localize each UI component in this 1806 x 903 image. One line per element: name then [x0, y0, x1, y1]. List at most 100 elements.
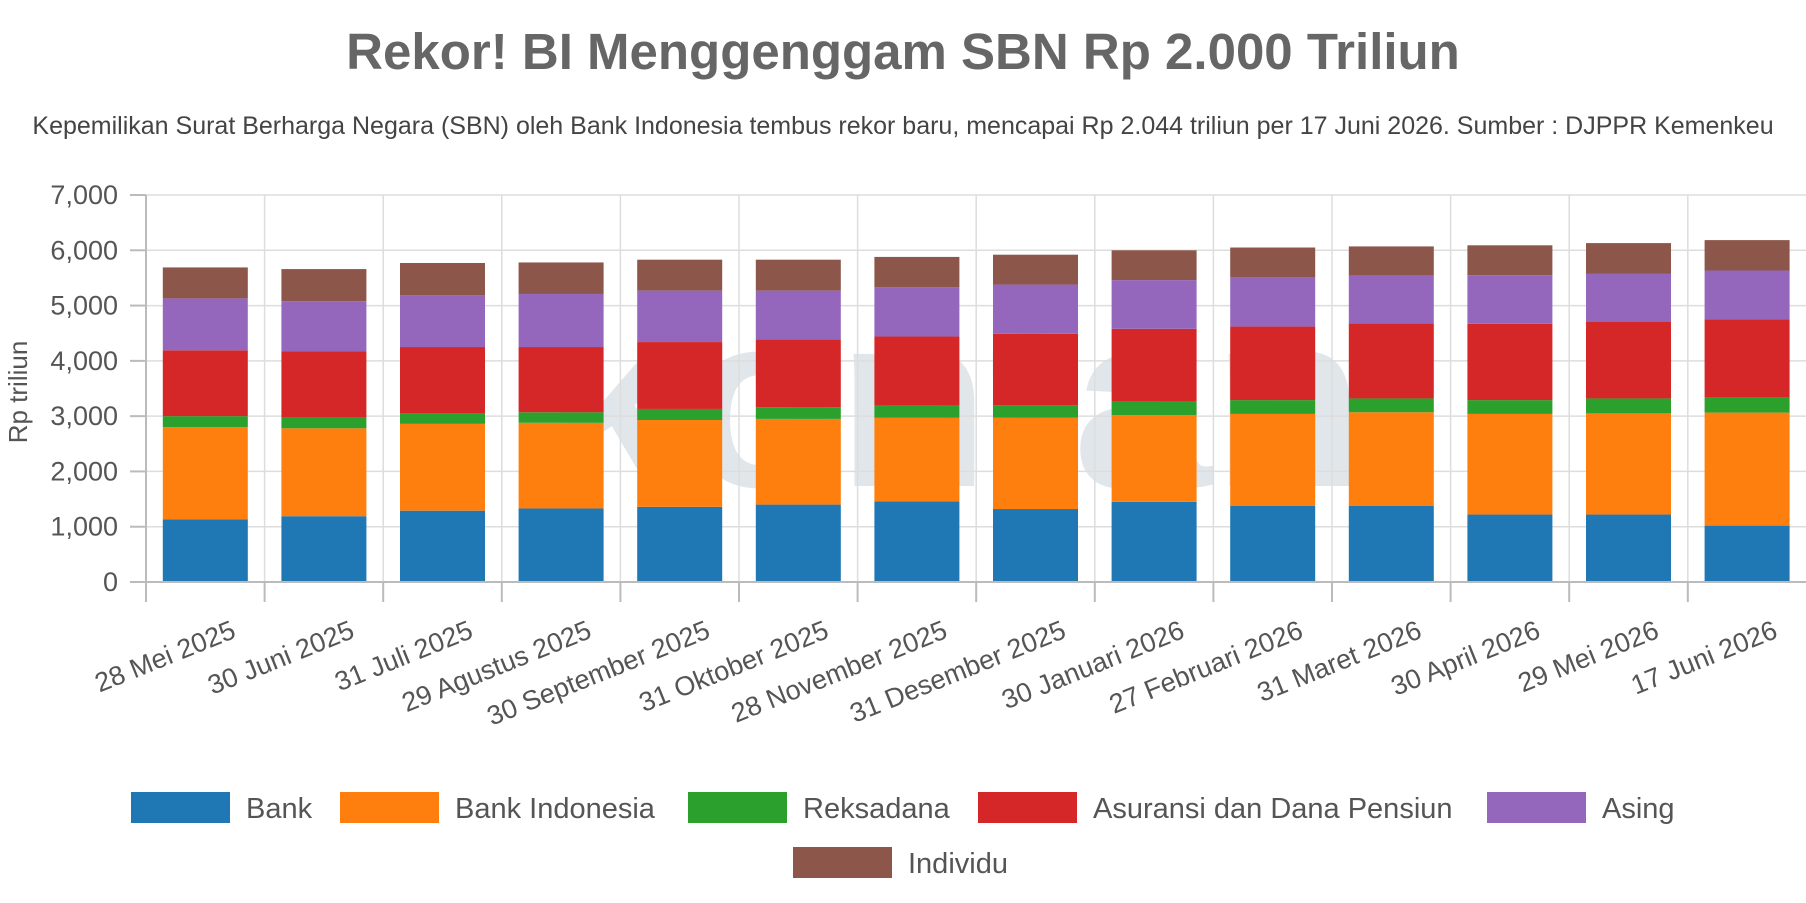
bar-segment-bank[interactable]	[400, 510, 485, 582]
bar-segment-reksadana[interactable]	[637, 408, 723, 421]
bar-segment-asing[interactable]	[755, 290, 841, 340]
bar-segment-asing[interactable]	[1704, 270, 1790, 320]
bar-segment-reksadana[interactable]	[1704, 397, 1790, 413]
bar-segment-bank-indonesia[interactable]	[993, 417, 1078, 510]
legend-label: Asuransi dan Dana Pensiun	[1093, 793, 1453, 825]
bar-segment-asuransi-dan-dana-pensiun[interactable]	[1348, 323, 1434, 399]
bar-segment-individu[interactable]	[1586, 243, 1671, 274]
bar-segment-bank[interactable]	[1704, 525, 1790, 582]
bar-segment-asuransi-dan-dana-pensiun[interactable]	[874, 336, 960, 406]
bar-segment-asing[interactable]	[993, 284, 1078, 334]
bar-segment-asing[interactable]	[1230, 277, 1316, 327]
bar-segment-asing[interactable]	[1586, 273, 1671, 322]
y-tick-label: 5,000	[50, 291, 118, 321]
bar-segment-asing[interactable]	[400, 295, 485, 348]
bar-segment-bank[interactable]	[1467, 514, 1553, 582]
bar-segment-asuransi-dan-dana-pensiun[interactable]	[755, 339, 841, 408]
legend-item-asing[interactable]: Asing	[1487, 792, 1675, 825]
bar-segment-individu[interactable]	[1111, 250, 1197, 281]
bar-segment-reksadana[interactable]	[874, 405, 960, 418]
bar-segment-bank-indonesia[interactable]	[1111, 415, 1197, 502]
bar-segment-reksadana[interactable]	[1586, 398, 1671, 414]
bar-segment-bank-indonesia[interactable]	[518, 422, 604, 509]
bar-segment-asuransi-dan-dana-pensiun[interactable]	[1467, 323, 1553, 401]
legend-swatch	[340, 792, 439, 823]
bar-segment-bank-indonesia[interactable]	[1586, 413, 1671, 515]
bar-segment-asuransi-dan-dana-pensiun[interactable]	[1230, 326, 1316, 401]
bar-segment-reksadana[interactable]	[162, 416, 248, 428]
bar-segment-bank-indonesia[interactable]	[755, 418, 841, 505]
legend-item-individu[interactable]: Individu	[793, 847, 1008, 880]
bar-segment-asuransi-dan-dana-pensiun[interactable]	[1111, 328, 1197, 402]
bar-segment-asuransi-dan-dana-pensiun[interactable]	[400, 347, 485, 414]
bar-segment-asuransi-dan-dana-pensiun[interactable]	[637, 342, 723, 409]
bar-segment-reksadana[interactable]	[400, 413, 485, 424]
bar-segment-bank-indonesia[interactable]	[1348, 412, 1434, 506]
bar-segment-asing[interactable]	[1467, 275, 1553, 324]
bar-segment-asing[interactable]	[281, 301, 367, 352]
bar-segment-bank-indonesia[interactable]	[162, 427, 248, 520]
bar-segment-individu[interactable]	[281, 269, 367, 302]
bar-segment-individu[interactable]	[755, 259, 841, 291]
bar-segment-asuransi-dan-dana-pensiun[interactable]	[993, 333, 1078, 406]
bar-segment-individu[interactable]	[1348, 246, 1434, 276]
bar-segment-bank[interactable]	[993, 509, 1078, 582]
bar-segment-bank-indonesia[interactable]	[874, 417, 960, 502]
legend-label: Bank Indonesia	[455, 793, 656, 825]
bar-segment-bank[interactable]	[162, 519, 248, 582]
bar-segment-bank[interactable]	[637, 506, 723, 582]
bar-segment-bank-indonesia[interactable]	[400, 423, 485, 511]
bar-segment-asuransi-dan-dana-pensiun[interactable]	[1704, 319, 1790, 398]
bar-segment-asing[interactable]	[874, 287, 960, 337]
bar-segment-individu[interactable]	[400, 263, 485, 296]
bar-segment-reksadana[interactable]	[755, 407, 841, 419]
bar-segment-bank-indonesia[interactable]	[637, 420, 723, 507]
legend-swatch	[131, 792, 230, 823]
bar-segment-reksadana[interactable]	[518, 412, 604, 423]
bar-segment-reksadana[interactable]	[1111, 401, 1197, 416]
legend-item-bank-indonesia[interactable]: Bank Indonesia	[340, 792, 656, 825]
bar-segment-bank[interactable]	[1111, 501, 1197, 582]
bar-segment-individu[interactable]	[637, 259, 723, 291]
bar-segment-asuransi-dan-dana-pensiun[interactable]	[162, 350, 248, 417]
bar-segment-bank[interactable]	[755, 504, 841, 582]
legend-item-bank[interactable]: Bank	[131, 792, 313, 825]
bar-segment-individu[interactable]	[993, 254, 1078, 285]
bar-segment-bank-indonesia[interactable]	[1230, 413, 1316, 506]
bar-segment-bank[interactable]	[874, 501, 960, 582]
legend-item-reksadana[interactable]: Reksadana	[688, 792, 951, 825]
bar-segment-asing[interactable]	[518, 293, 604, 348]
bar-segment-reksadana[interactable]	[1348, 398, 1434, 413]
bar-segment-asing[interactable]	[1348, 275, 1434, 324]
bar-segment-individu[interactable]	[162, 267, 248, 299]
bar-segment-bank-indonesia[interactable]	[1704, 412, 1790, 526]
bar-segment-individu[interactable]	[1230, 247, 1316, 278]
bar-segment-individu[interactable]	[518, 262, 604, 294]
bar-segment-asuransi-dan-dana-pensiun[interactable]	[281, 351, 367, 418]
bar-segment-bank[interactable]	[1230, 505, 1316, 582]
bar-segment-individu[interactable]	[874, 256, 960, 288]
bar-segment-asuransi-dan-dana-pensiun[interactable]	[518, 347, 604, 413]
bar-segment-bank-indonesia[interactable]	[281, 428, 367, 517]
bar-segment-bank[interactable]	[518, 508, 604, 582]
bar-segment-asuransi-dan-dana-pensiun[interactable]	[1586, 321, 1671, 399]
bar-segment-reksadana[interactable]	[1230, 400, 1316, 414]
bar-segment-individu[interactable]	[1704, 240, 1790, 271]
chart-title: Rekor! BI Menggenggam SBN Rp 2.000 Trili…	[346, 23, 1460, 80]
bar-segment-bank[interactable]	[1348, 505, 1434, 582]
y-tick-label: 4,000	[50, 346, 118, 376]
bar-segment-reksadana[interactable]	[281, 417, 367, 429]
bar-segment-asing[interactable]	[1111, 280, 1197, 329]
bar-segment-bank[interactable]	[1586, 514, 1671, 582]
bar-segment-reksadana[interactable]	[1467, 400, 1553, 414]
legend[interactable]: Bank Bank Indonesia Reksadana Asuransi dan …	[131, 792, 1675, 880]
bar-segment-individu[interactable]	[1467, 245, 1553, 276]
bar-segment-asing[interactable]	[637, 290, 723, 343]
legend-item-asuransi-dan-dana-pensiun[interactable]: Asuransi dan Dana Pensiun	[978, 792, 1453, 825]
bar-segment-reksadana[interactable]	[993, 405, 1078, 418]
bar-segment-bank-indonesia[interactable]	[1467, 413, 1553, 515]
bar-segment-bank[interactable]	[281, 516, 367, 582]
bar-segment-asing[interactable]	[162, 298, 248, 351]
x-tick-label: 27 Februari 2026	[1105, 615, 1307, 720]
